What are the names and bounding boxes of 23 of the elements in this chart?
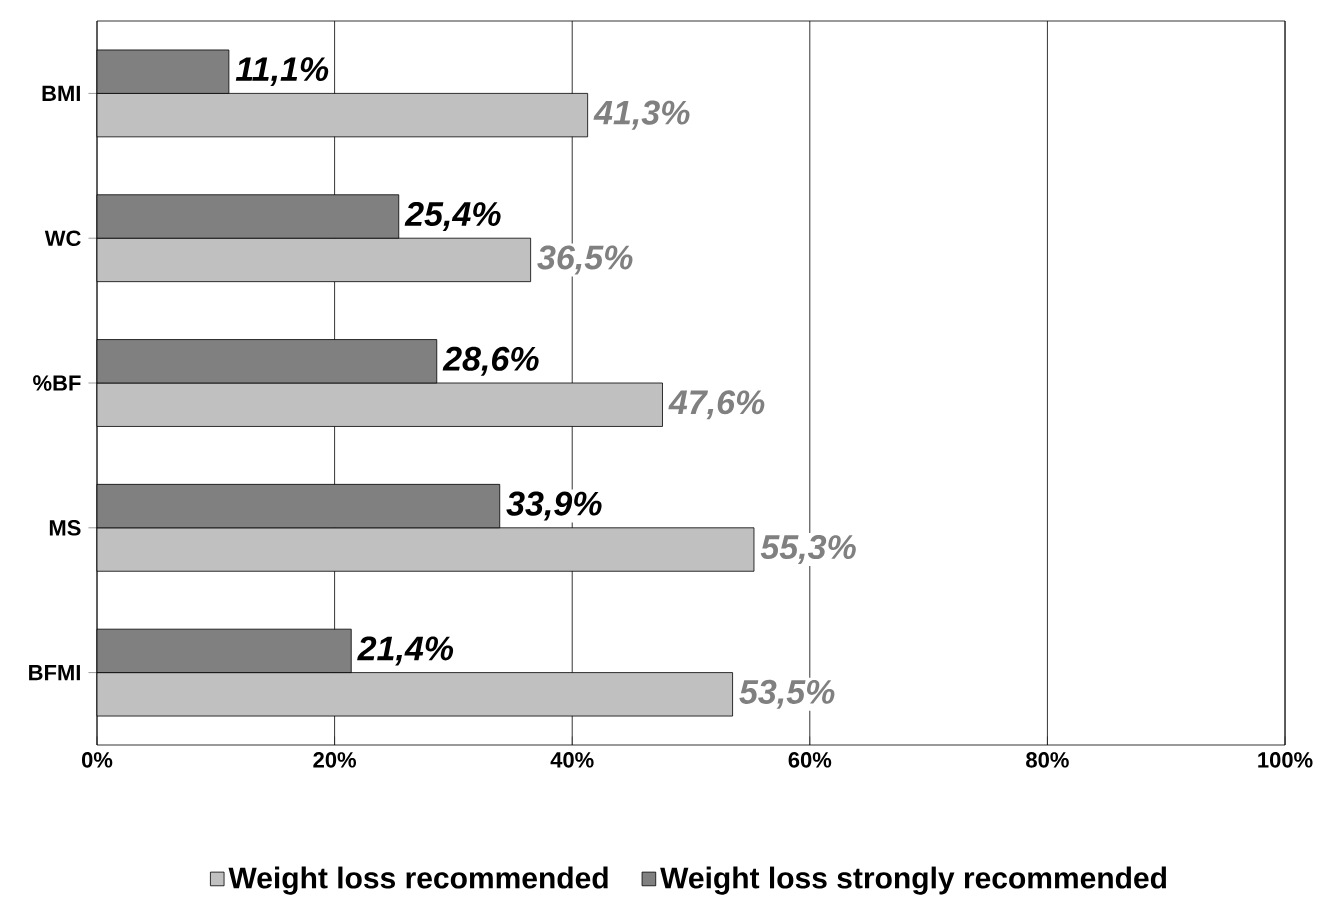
y-tick-label: WC	[44, 230, 81, 246]
data-label: 28,6%	[442, 346, 539, 376]
x-tick-label: 20%	[313, 752, 357, 768]
data-label: 55,3%	[760, 535, 856, 565]
data-label: 33,9%	[506, 491, 602, 521]
legend-label: Weight loss strongly recommended	[660, 866, 1166, 895]
data-label: 21,4%	[357, 636, 454, 666]
data-label: 25,4%	[404, 201, 501, 231]
data-label: 47,6%	[668, 390, 765, 420]
y-tick-label: BMI	[42, 85, 80, 101]
data-label: 41,3%	[593, 100, 690, 130]
y-tick-label: MS	[49, 520, 81, 536]
x-tick-label: 100%	[1258, 752, 1313, 768]
legend-label: Weight loss recommended	[228, 866, 608, 895]
data-label: 11,1%	[235, 57, 329, 87]
x-tick-label: 0%	[81, 752, 113, 768]
data-label: 36,5%	[537, 245, 633, 275]
y-tick-label: BFMI	[29, 665, 80, 681]
x-tick-label: 80%	[1026, 752, 1069, 768]
x-tick-label: 60%	[788, 752, 832, 768]
y-tick-label: %BF	[33, 375, 81, 391]
x-tick-label: 40%	[550, 752, 594, 768]
data-label: 53,5%	[739, 679, 835, 709]
